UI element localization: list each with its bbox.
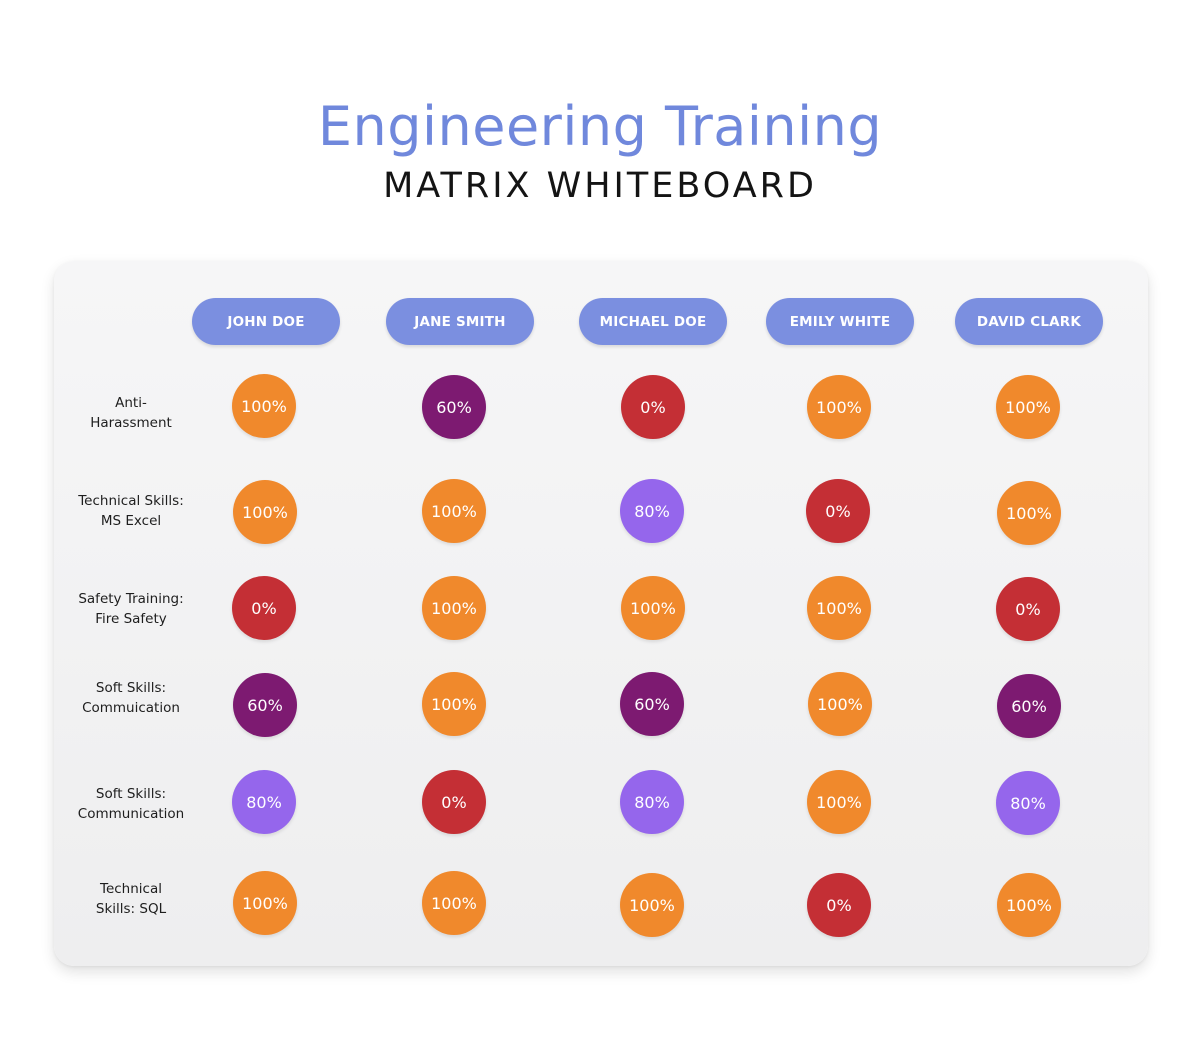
score-cell: 100% bbox=[422, 672, 486, 736]
score-cell: 100% bbox=[422, 576, 486, 640]
column-header-john-doe: JOHN DOE bbox=[192, 298, 340, 345]
score-cell: 100% bbox=[996, 375, 1060, 439]
row-label-anti-harassment: Anti- Harassment bbox=[90, 395, 172, 431]
score-cell: 60% bbox=[422, 375, 486, 439]
score-cell: 0% bbox=[422, 770, 486, 834]
score-cell: 60% bbox=[997, 674, 1061, 738]
score-cell: 0% bbox=[806, 479, 870, 543]
column-header-emily-white: EMILY WHITE bbox=[766, 298, 914, 345]
row-label-ms-excel: Technical Skills: MS Excel bbox=[78, 493, 184, 529]
row-label-commuication: Soft Skills: Commuication bbox=[82, 680, 180, 716]
score-cell: 100% bbox=[422, 871, 486, 935]
matrix-board bbox=[54, 261, 1148, 966]
score-cell: 100% bbox=[233, 871, 297, 935]
score-cell: 100% bbox=[233, 480, 297, 544]
column-header-david-clark: DAVID CLARK bbox=[955, 298, 1103, 345]
score-cell: 80% bbox=[232, 770, 296, 834]
score-cell: 0% bbox=[996, 577, 1060, 641]
score-cell: 100% bbox=[807, 770, 871, 834]
row-label-communication: Soft Skills: Communication bbox=[77, 786, 185, 822]
row-label-fire-safety: Safety Training: Fire Safety bbox=[78, 591, 184, 627]
score-cell: 100% bbox=[620, 873, 684, 937]
score-cell: 100% bbox=[422, 479, 486, 543]
score-cell: 100% bbox=[997, 481, 1061, 545]
page-subtitle: MATRIX WHITEBOARD bbox=[383, 166, 817, 206]
score-cell: 100% bbox=[808, 672, 872, 736]
score-cell: 0% bbox=[807, 873, 871, 937]
score-cell: 80% bbox=[620, 770, 684, 834]
score-cell: 0% bbox=[232, 576, 296, 640]
score-cell: 80% bbox=[620, 479, 684, 543]
score-cell: 80% bbox=[996, 771, 1060, 835]
score-cell: 100% bbox=[232, 374, 296, 438]
page-title: Engineering Training bbox=[317, 95, 883, 158]
column-header-michael-doe: MICHAEL DOE bbox=[579, 298, 727, 345]
column-header-jane-smith: JANE SMITH bbox=[386, 298, 534, 345]
row-label-sql: Technical Skills: SQL bbox=[95, 881, 167, 917]
score-cell: 100% bbox=[807, 375, 871, 439]
score-cell: 100% bbox=[621, 576, 685, 640]
score-cell: 0% bbox=[621, 375, 685, 439]
score-cell: 60% bbox=[620, 672, 684, 736]
score-cell: 100% bbox=[807, 576, 871, 640]
score-cell: 100% bbox=[997, 873, 1061, 937]
score-cell: 60% bbox=[233, 673, 297, 737]
